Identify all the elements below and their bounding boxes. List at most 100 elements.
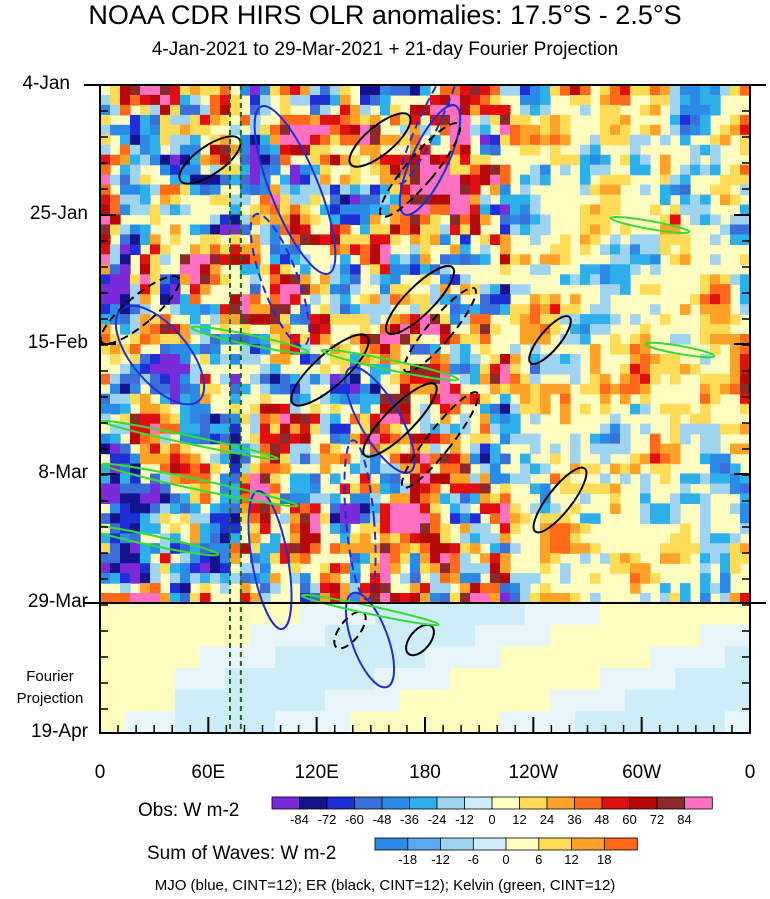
field-cell — [100, 433, 111, 445]
field-cell — [740, 124, 750, 136]
field-cell — [120, 164, 131, 176]
field-cell — [570, 363, 581, 375]
field-cell — [120, 563, 131, 574]
field-cell — [420, 184, 431, 196]
field-cell — [700, 95, 711, 106]
field-cell — [190, 453, 201, 465]
field-cell — [210, 244, 221, 255]
field-cell — [440, 114, 451, 126]
field-cell — [430, 573, 441, 584]
field-cell — [180, 294, 191, 305]
field-cell — [530, 483, 541, 495]
field-cell — [550, 304, 561, 315]
field-cell — [640, 334, 651, 345]
field-cell — [470, 214, 481, 226]
field-cell — [480, 393, 491, 405]
field-cell — [600, 264, 611, 275]
field-cell — [740, 354, 750, 365]
field-cell — [410, 533, 421, 544]
field-cell — [160, 274, 171, 285]
field-cell — [530, 164, 541, 176]
field-cell — [140, 85, 151, 96]
field-cell — [280, 373, 291, 385]
field-cell — [120, 553, 131, 564]
mjo-contour-negative — [343, 439, 377, 601]
field-cell — [370, 214, 381, 226]
field-cell — [100, 134, 111, 146]
field-cell — [220, 433, 231, 445]
field-cell — [600, 294, 611, 305]
mjo-contour — [344, 591, 396, 689]
field-cell — [260, 573, 271, 584]
field-cell — [550, 553, 561, 564]
field-cell — [640, 234, 651, 245]
field-cell — [370, 164, 381, 176]
field-cell — [740, 204, 750, 216]
field-cell — [120, 224, 131, 236]
field-cell — [270, 573, 281, 584]
field-cell — [460, 334, 471, 345]
field-cell — [370, 264, 381, 275]
field-cell — [260, 184, 271, 196]
field-cell — [250, 593, 261, 604]
field-cell — [240, 314, 251, 325]
field-cell — [710, 373, 721, 385]
field-cell — [610, 234, 621, 245]
field-cell — [270, 443, 281, 455]
field-cell — [320, 174, 331, 186]
field-cell — [550, 513, 561, 524]
field-cell — [630, 463, 641, 475]
field-cell — [410, 214, 421, 226]
field-cell — [180, 373, 191, 385]
field-cell — [480, 284, 491, 295]
field-cell — [350, 314, 361, 325]
field-cell — [340, 184, 351, 196]
field-cell — [560, 523, 571, 534]
field-cell — [260, 493, 271, 504]
x-tick-label: 0 — [94, 762, 106, 783]
field-cell — [480, 204, 491, 216]
field-cell — [610, 503, 621, 514]
field-cell — [390, 483, 401, 495]
field-cell — [170, 224, 181, 236]
field-cell — [290, 164, 301, 176]
field-cell — [130, 503, 141, 514]
field-cell — [570, 324, 581, 335]
field-cell — [230, 194, 241, 206]
field-cell — [340, 503, 351, 514]
field-cell — [660, 503, 671, 514]
field-cell — [190, 513, 201, 524]
field-cell — [520, 95, 531, 106]
field-cell — [560, 533, 571, 544]
field-cell — [540, 583, 551, 594]
field-cell — [620, 383, 631, 395]
field-cell — [740, 393, 750, 405]
field-cell — [350, 204, 361, 216]
projection-cell — [125, 689, 151, 712]
field-cell — [460, 184, 471, 196]
field-cell — [540, 134, 551, 146]
field-cell — [360, 583, 371, 594]
field-cell — [350, 483, 361, 495]
field-cell — [410, 264, 421, 275]
field-cell — [230, 423, 241, 435]
field-cell — [480, 503, 491, 514]
field-cell — [480, 483, 491, 495]
field-cell — [130, 304, 141, 315]
field-cell — [200, 553, 211, 564]
field-cell — [190, 373, 201, 385]
mjo-contour — [253, 105, 337, 275]
field-cell — [280, 324, 291, 335]
projection-cell — [150, 603, 176, 626]
field-cell — [650, 284, 661, 295]
field-cell — [110, 533, 121, 544]
field-cell — [420, 553, 431, 564]
field-cell — [680, 363, 691, 375]
field-cell — [260, 513, 271, 524]
projection-cell — [625, 624, 651, 647]
field-cell — [210, 214, 221, 226]
field-cell — [420, 344, 431, 355]
field-cell — [590, 314, 601, 325]
field-cell — [670, 174, 681, 186]
field-cell — [380, 583, 391, 594]
